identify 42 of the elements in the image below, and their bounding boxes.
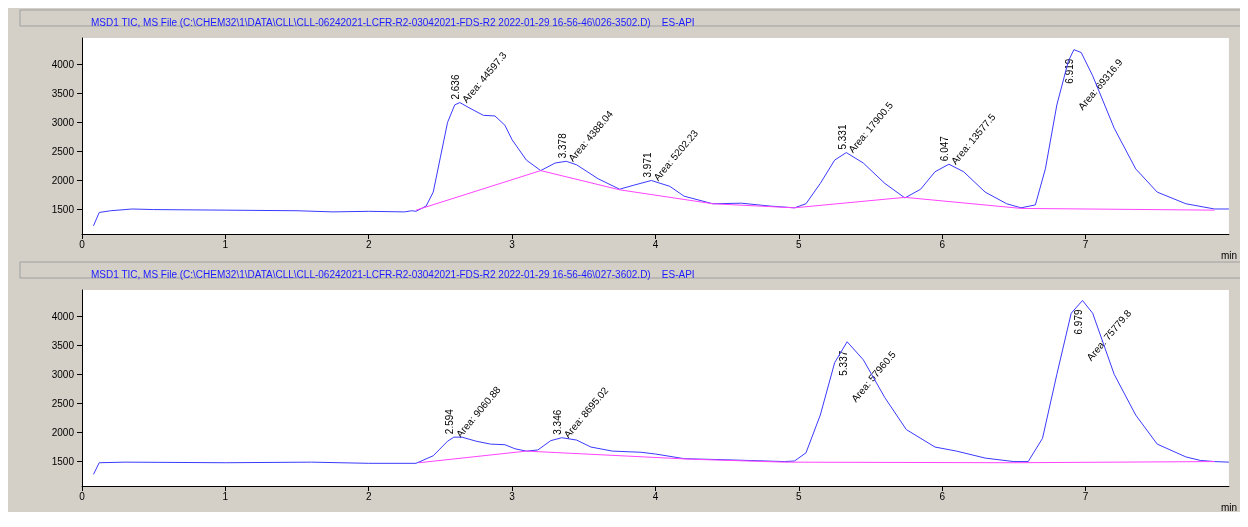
x-tick-label: 0: [79, 238, 86, 250]
x-tick-label: 1: [222, 238, 229, 250]
y-tick-label: 3000: [51, 116, 75, 128]
x-tick-label: 0: [79, 490, 86, 502]
x-tick-label: 5: [796, 238, 803, 250]
x-axis-title: min: [1220, 249, 1238, 261]
y-tick-label: 2500: [51, 397, 75, 409]
y-tick-label: 2000: [51, 426, 75, 438]
x-tick-label: 1: [222, 490, 229, 502]
y-tick-label: 1500: [51, 204, 75, 216]
y-tick-label: 3500: [51, 339, 75, 351]
x-tick-label: 5: [796, 490, 803, 502]
y-tick-label: 2000: [51, 174, 75, 186]
x-tick-label: 4: [652, 238, 659, 250]
x-tick-label: 6: [939, 490, 946, 502]
y-tick-label: 4000: [51, 310, 75, 322]
annotation: 3.346: [552, 409, 564, 435]
x-tick-label: 7: [1082, 490, 1089, 502]
annotation: 5.337: [837, 350, 849, 376]
y-tick-label: 2500: [51, 145, 75, 157]
x-tick-label: 6: [939, 238, 946, 250]
x-tick-label: 2: [365, 490, 372, 502]
chart-title: MSD1 TIC, MS File (C:\CHEM32\1\DATA\CLL\CLL-06242021-LCFR-R2-03042021-FDS-R2 2022-01-29 16-56-46\026-3502.D) ES-API: [91, 16, 695, 28]
y-tick-label: 4000: [51, 58, 75, 70]
x-tick-label: 3: [509, 490, 516, 502]
x-tick-label: 3: [509, 238, 516, 250]
annotation: 3.971: [641, 152, 653, 178]
annotation: 6.919: [1064, 58, 1076, 84]
annotation: 2.636: [450, 74, 462, 100]
x-tick-label: 7: [1082, 238, 1089, 250]
annotation: 6.979: [1073, 309, 1085, 335]
y-tick-label: 1500: [51, 456, 75, 468]
annotation: 6.047: [939, 135, 951, 162]
x-tick-label: 4: [652, 490, 659, 502]
y-tick-label: 3500: [51, 87, 75, 99]
x-axis-title: min: [1220, 501, 1238, 513]
annotation: 2.594: [444, 408, 456, 435]
y-tick-label: 3000: [51, 368, 75, 380]
x-tick-label: 2: [365, 238, 372, 250]
chart-title: MSD1 TIC, MS File (C:\CHEM32\1\DATA\CLL\CLL-06242021-LCFR-R2-03042021-FDS-R2 2022-01-29 16-56-46\027-3602.D) ES-API: [91, 268, 695, 280]
annotation: 5.331: [836, 124, 848, 150]
annotation: 3.378: [556, 132, 568, 159]
